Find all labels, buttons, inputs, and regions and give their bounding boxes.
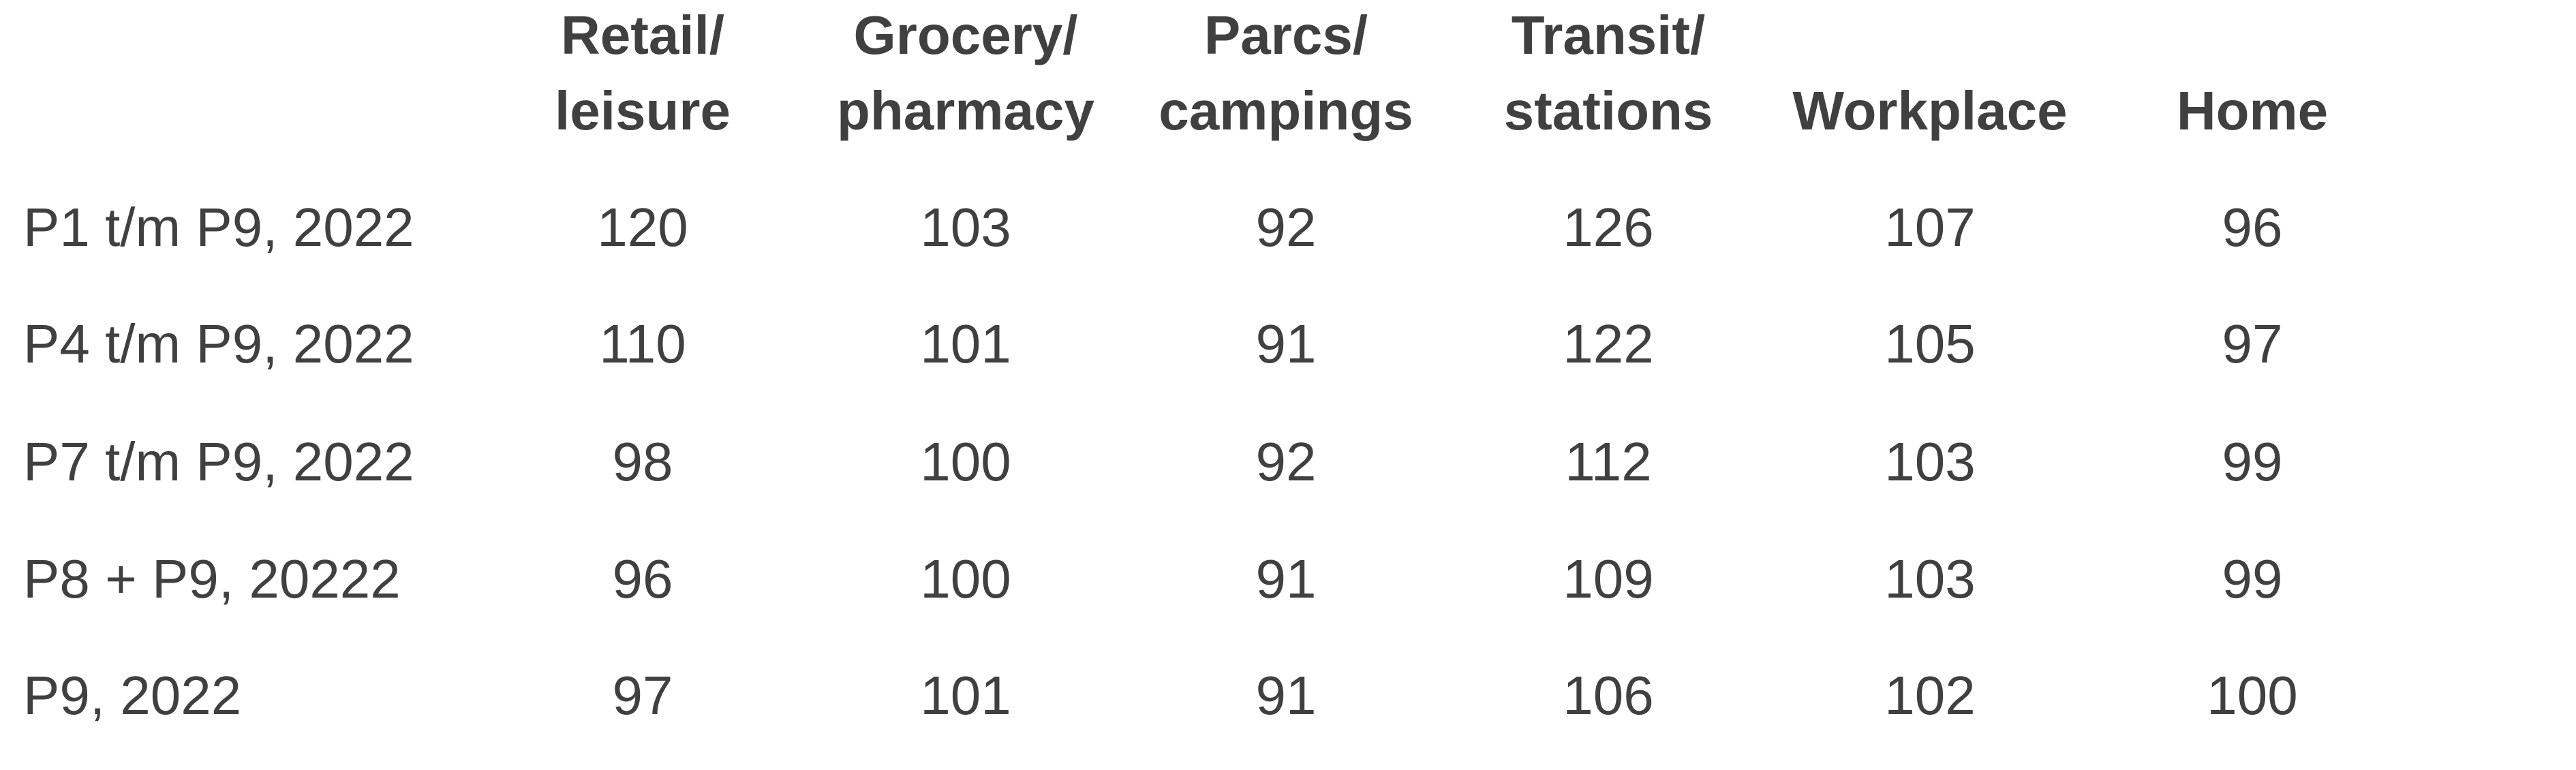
row-label: P1 t/m P9, 2022: [23, 197, 414, 258]
row-label: P9, 2022: [23, 665, 241, 726]
row-label: P8 + P9, 20222: [23, 549, 401, 609]
column-header: Workplace: [1792, 80, 2067, 141]
cell: 91: [1256, 549, 1317, 609]
cell: 91: [1256, 313, 1317, 374]
cell: 101: [920, 313, 1011, 374]
cell: 110: [599, 313, 686, 374]
cell: 120: [597, 197, 688, 258]
cell: 100: [2207, 665, 2297, 726]
cell: 92: [1256, 431, 1317, 492]
cell: 97: [2222, 313, 2283, 374]
cell: 100: [920, 431, 1011, 492]
column-header: Home: [2177, 80, 2328, 141]
cell: 122: [1563, 313, 1653, 374]
cell: 99: [2222, 431, 2283, 492]
cell: 101: [920, 665, 1011, 726]
row-label: P7 t/m P9, 2022: [23, 431, 414, 492]
cell: 99: [2222, 549, 2283, 609]
cell: 96: [613, 549, 673, 609]
cell: 91: [1256, 665, 1317, 726]
cell: 112: [1565, 431, 1652, 492]
cell: 98: [613, 431, 673, 492]
cell: 126: [1563, 197, 1653, 258]
column-header: Grocery/: [853, 5, 1077, 65]
column-header: Transit/: [1512, 5, 1706, 65]
cell: 103: [1884, 431, 1975, 492]
cell: 106: [1563, 665, 1653, 726]
cell: 92: [1256, 197, 1317, 258]
cell: 102: [1884, 665, 1975, 726]
cell: 107: [1884, 197, 1975, 258]
cell: 97: [613, 665, 673, 726]
cell: 103: [1884, 549, 1975, 609]
row-label: P4 t/m P9, 2022: [23, 313, 414, 374]
cell: 103: [920, 197, 1011, 258]
cell: 96: [2222, 197, 2283, 258]
cell: 105: [1884, 313, 1975, 374]
column-header: campings: [1159, 80, 1413, 141]
column-header: leisure: [555, 80, 731, 141]
column-header: Retail/: [561, 5, 724, 65]
cell: 109: [1563, 549, 1653, 609]
column-header: pharmacy: [837, 80, 1094, 141]
column-header: stations: [1504, 80, 1713, 141]
cell: 100: [920, 549, 1011, 609]
column-header: Parcs/: [1204, 5, 1368, 65]
